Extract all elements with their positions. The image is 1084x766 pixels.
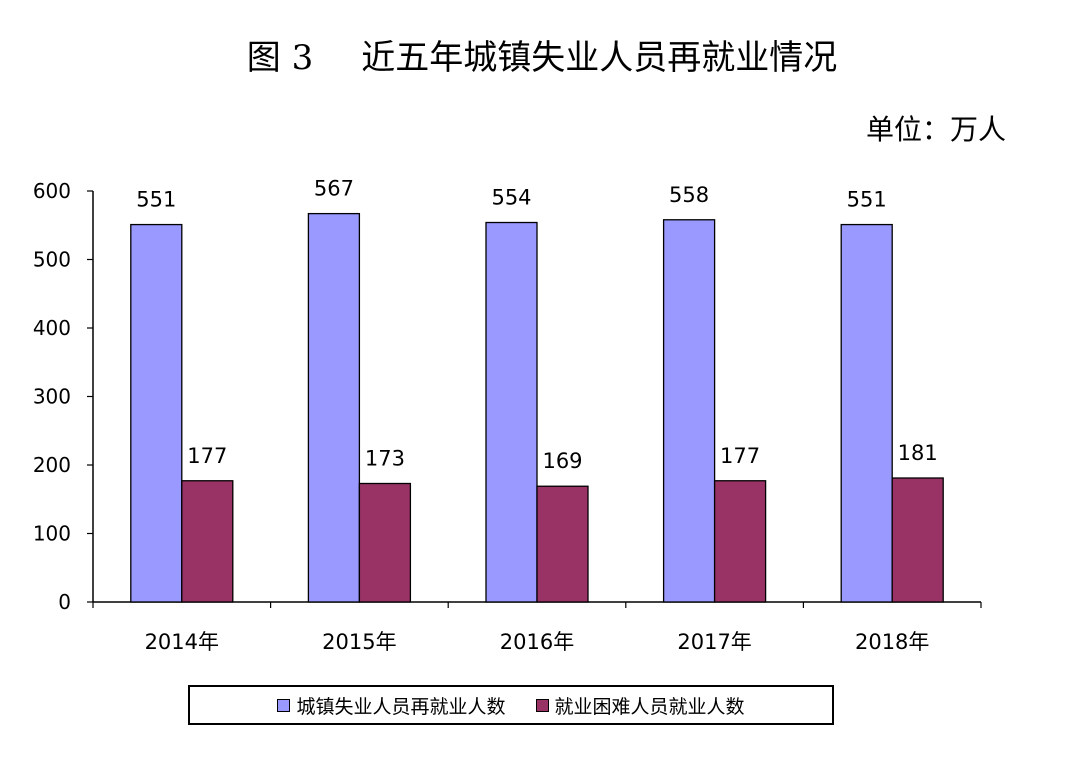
bar-series-2-2017年 xyxy=(713,480,767,603)
figure-number: 图 3 xyxy=(246,38,314,78)
y-tick-label: 200 xyxy=(33,453,71,477)
y-tick-label: 600 xyxy=(33,179,71,203)
legend-label-series-1: 城镇失业人员再就业人数 xyxy=(296,695,506,718)
bar-series-2-2016年 xyxy=(536,485,589,603)
data-label-series-2-2018年: 181 xyxy=(898,441,938,465)
bar-series-2-2014年 xyxy=(181,480,234,603)
y-tick-label: 400 xyxy=(33,316,71,340)
bar-series-1-2014年 xyxy=(130,223,183,603)
legend-item-series-2: 就业困难人员就业人数 xyxy=(535,692,745,719)
bar-series-1-2017年 xyxy=(662,219,716,603)
x-category-label: 2015年 xyxy=(322,630,396,654)
x-category-label: 2018年 xyxy=(855,630,929,654)
bar-chart: 0 100 200 300 400 500 600 551 177 2014年 567 173 2015… xyxy=(33,177,982,654)
data-label-series-1-2017年: 558 xyxy=(669,183,709,207)
legend: 城镇失业人员再就业人数 就业困难人员就业人数 xyxy=(188,685,834,725)
data-label-series-1-2018年: 551 xyxy=(847,188,887,212)
bar-series-1-2018年 xyxy=(840,223,893,603)
y-tick-label: 500 xyxy=(33,248,71,272)
legend-item-series-1: 城镇失业人员再就业人数 xyxy=(277,692,506,719)
legend-swatch-series-2 xyxy=(535,698,549,712)
x-category-label: 2016年 xyxy=(500,630,574,654)
data-label-series-1-2015年: 567 xyxy=(314,177,354,201)
bar-series-1-2016年 xyxy=(485,221,538,603)
unit-label: 单位：万人 xyxy=(865,113,1006,146)
bar-series-2-2015年 xyxy=(358,482,412,603)
data-label-series-2-2014年: 177 xyxy=(187,444,227,468)
chart-title-text: 近五年城镇失业人员再就业情况 xyxy=(361,38,838,78)
data-label-series-1-2016年: 554 xyxy=(491,186,531,210)
x-category-label: 2014年 xyxy=(145,630,219,654)
data-label-series-2-2016年: 169 xyxy=(542,449,582,473)
bar-series-1-2015年 xyxy=(307,212,361,603)
data-label-series-2-2017年: 177 xyxy=(720,444,760,468)
legend-swatch-series-1 xyxy=(277,698,291,712)
legend-label-series-2: 就业困难人员就业人数 xyxy=(554,695,745,718)
data-label-series-2-2015年: 173 xyxy=(365,446,405,470)
data-label-series-1-2014年: 551 xyxy=(136,188,176,212)
y-tick-label: 300 xyxy=(33,385,71,409)
chart-title: 图 3 近五年城镇失业人员再就业情况 xyxy=(0,38,1084,78)
y-tick-label: 100 xyxy=(33,522,71,546)
y-tick-label: 0 xyxy=(58,590,71,614)
x-category-label: 2017年 xyxy=(677,630,751,654)
bar-series-2-2018年 xyxy=(891,477,944,603)
